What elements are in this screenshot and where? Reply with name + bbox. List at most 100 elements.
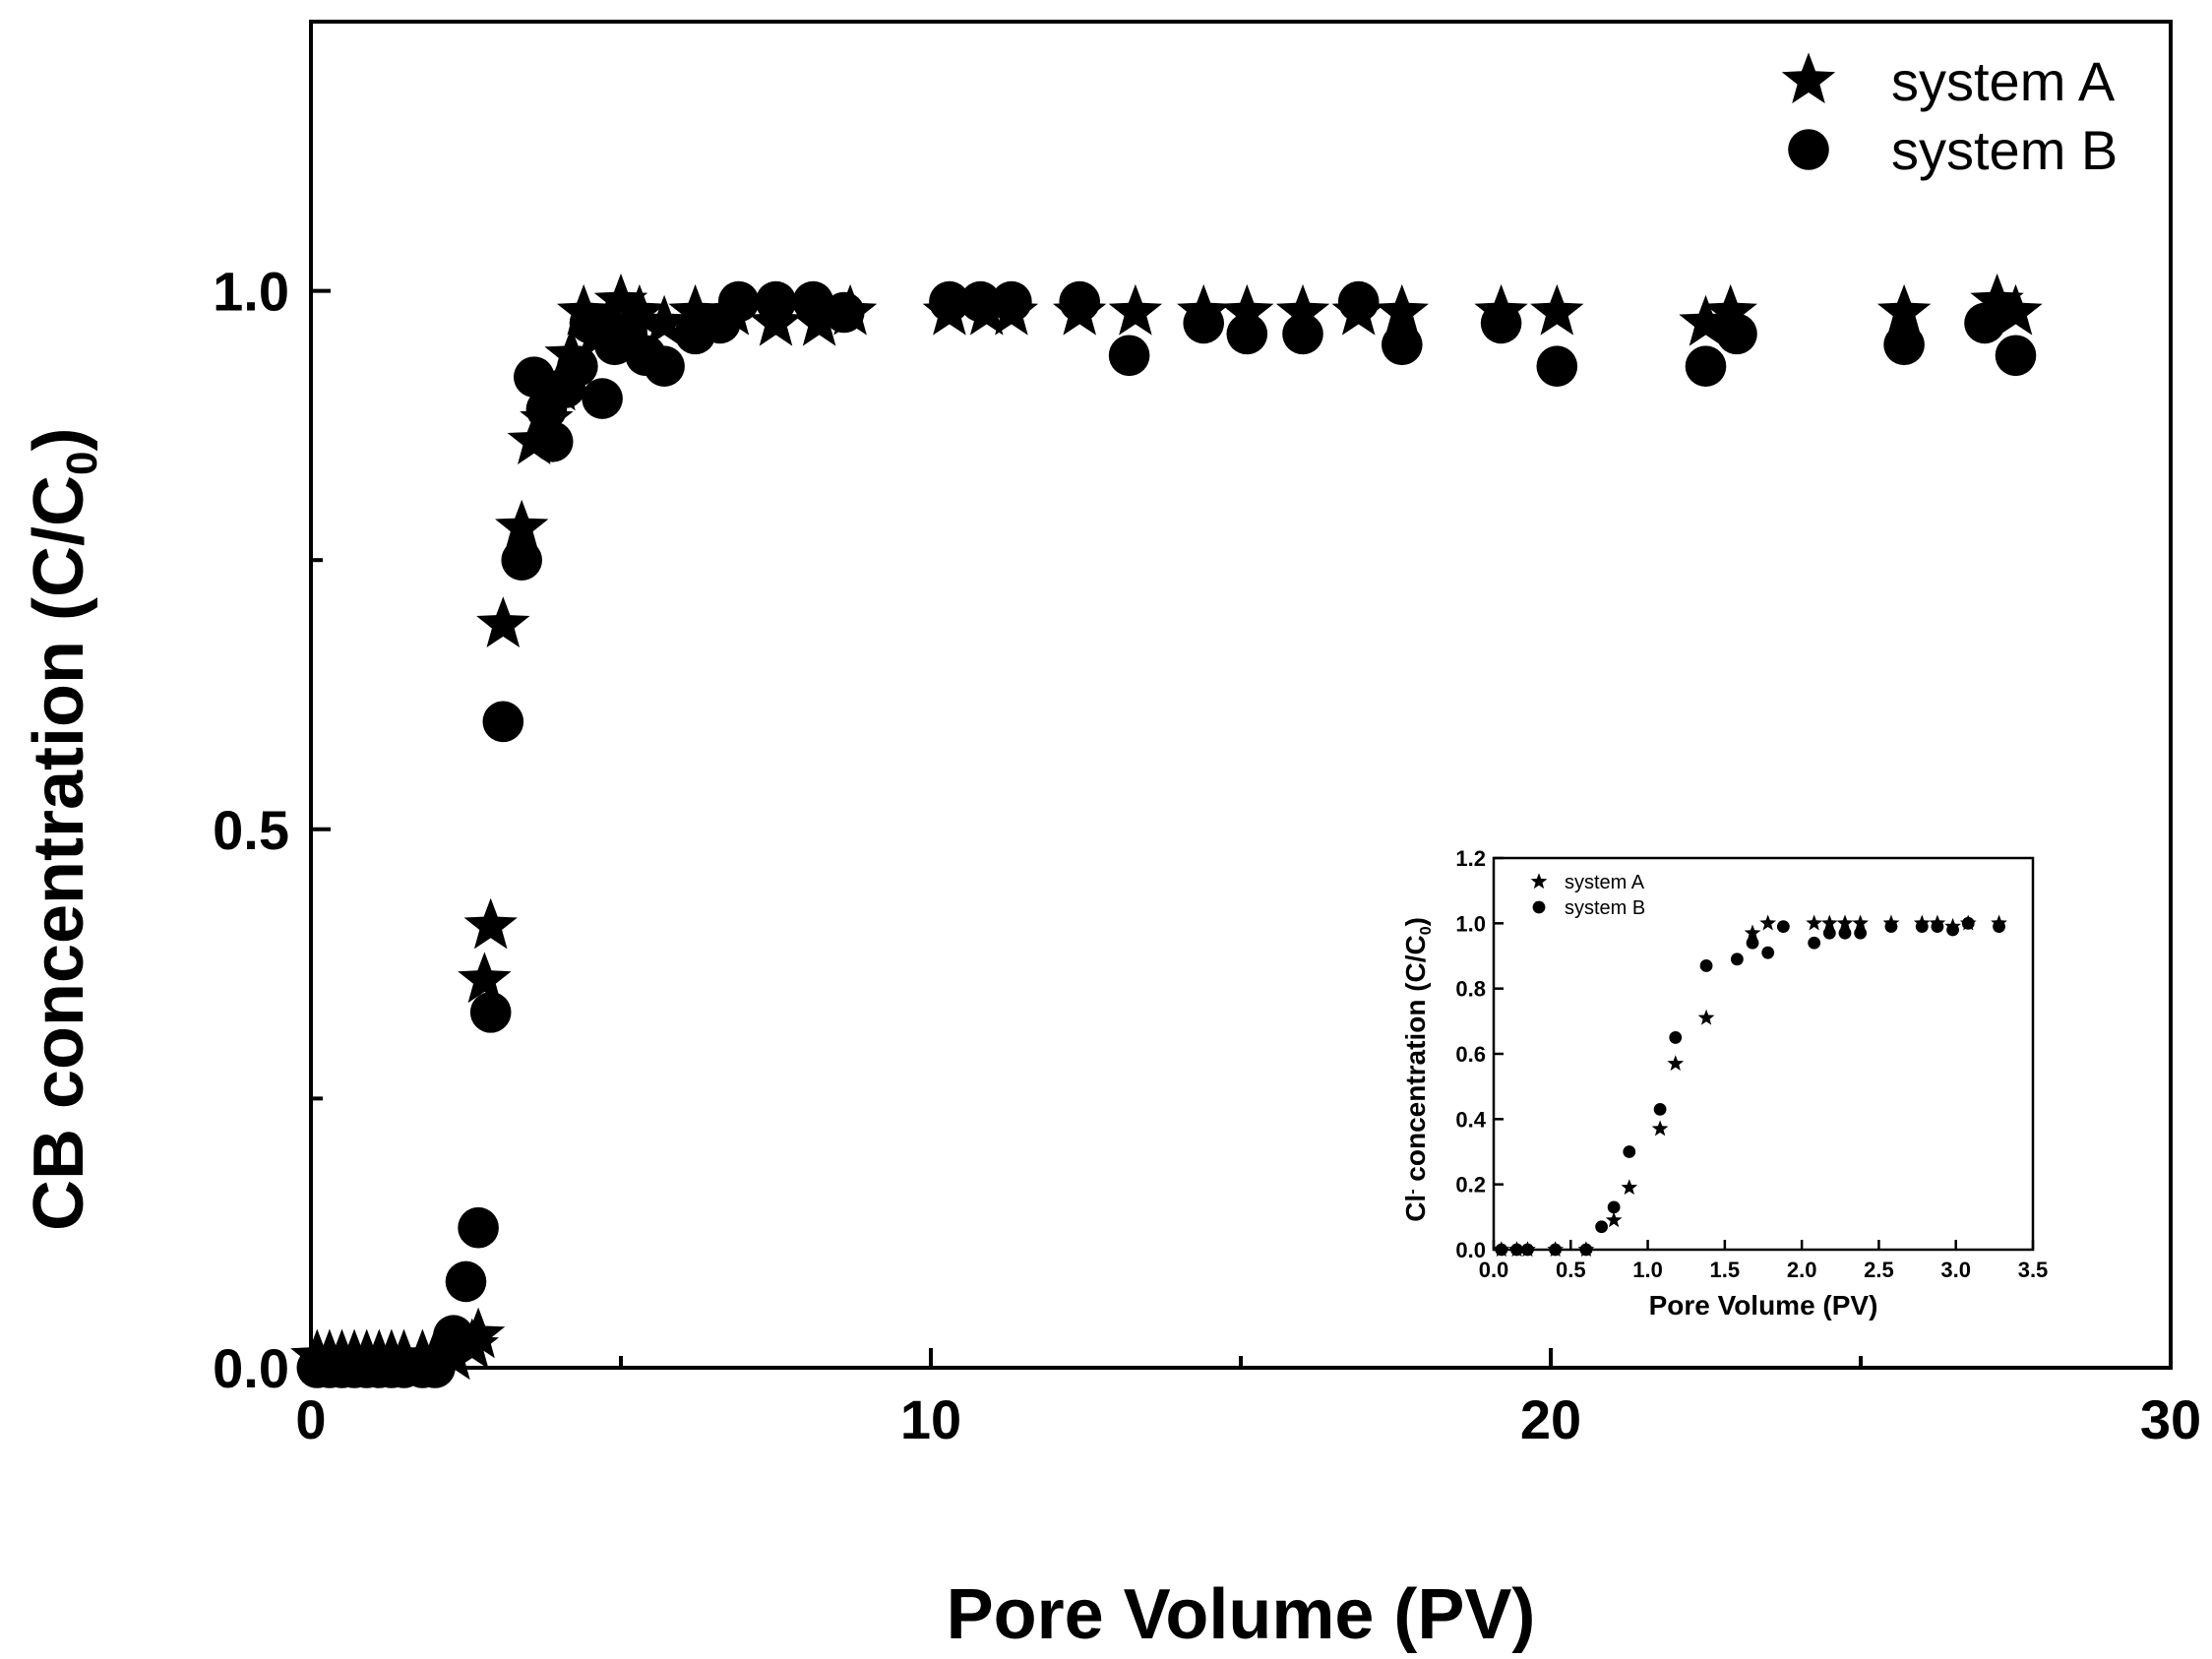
circle-point xyxy=(1730,952,1744,966)
circle-point xyxy=(433,1315,474,1356)
circle-point xyxy=(1931,920,1944,934)
y-tick-label: 0.4 xyxy=(1455,1107,1486,1132)
x-tick-label: 10 xyxy=(900,1388,961,1450)
inset-legend-label-system-a: system A xyxy=(1565,872,1645,893)
circle-point xyxy=(1595,1220,1608,1234)
y-tick-label: 0.8 xyxy=(1455,977,1486,1002)
inset-y-axis-label-superscript: - xyxy=(1404,1189,1421,1194)
main-y-axis-label-text: CB concentration (C/C xyxy=(20,475,98,1231)
inset-y-axis-label-text: concentration (C/C xyxy=(1400,935,1431,1189)
star-point xyxy=(1703,283,1757,336)
star-point xyxy=(1970,273,2024,325)
legend-circle-icon xyxy=(1788,129,1829,170)
star-point xyxy=(612,283,667,336)
inset-y-axis-label-suffix: ) xyxy=(1400,917,1431,926)
circle-point xyxy=(1382,324,1423,366)
circle-point xyxy=(1964,302,2005,344)
circle-point xyxy=(991,280,1032,323)
star-point xyxy=(1275,283,1330,336)
circle-point xyxy=(1822,926,1836,940)
circle-point xyxy=(482,701,524,743)
inset-y-axis-label-prefix: Cl xyxy=(1400,1195,1431,1222)
star-point xyxy=(451,1307,506,1359)
x-tick-label: 0.5 xyxy=(1556,1258,1586,1282)
circle-point xyxy=(1699,959,1713,972)
y-tick-label: 0.2 xyxy=(1455,1173,1486,1198)
inset-data-marks xyxy=(1493,914,2007,1258)
circle-point xyxy=(824,291,865,334)
circle-point xyxy=(1838,926,1852,940)
star-point xyxy=(1667,1055,1685,1072)
inset-tick-marks xyxy=(1492,856,2035,1252)
circle-point xyxy=(1776,920,1790,934)
circle-point xyxy=(1854,926,1868,940)
inset-legend: system A system B xyxy=(1530,872,1645,919)
circle-point xyxy=(501,539,542,581)
y-tick-label: 0.5 xyxy=(213,799,289,861)
x-tick-label: 2.0 xyxy=(1787,1258,1817,1282)
circle-point xyxy=(1607,1200,1621,1214)
inset-legend-star-icon xyxy=(1530,873,1548,890)
circle-point xyxy=(1226,313,1268,355)
y-tick-label: 1.2 xyxy=(1455,846,1486,871)
star-point xyxy=(1836,914,1854,931)
circle-point xyxy=(792,280,834,323)
circle-point xyxy=(531,421,574,462)
inset-legend-circle-icon xyxy=(1532,900,1546,914)
star-point xyxy=(637,294,692,346)
star-point xyxy=(1679,294,1733,346)
circle-point xyxy=(1653,1102,1667,1116)
circle-point xyxy=(717,280,760,323)
x-tick-label: 3.0 xyxy=(1940,1258,1971,1282)
x-tick-label: 20 xyxy=(1520,1388,1581,1450)
circle-point xyxy=(1884,920,1898,934)
star-point xyxy=(1108,283,1163,336)
circle-point xyxy=(1495,1243,1508,1257)
circle-point xyxy=(445,1260,487,1303)
star-point xyxy=(1852,914,1869,931)
star-point xyxy=(1744,924,1761,941)
legend-star-icon xyxy=(1781,52,1836,104)
main-legend: system A system B xyxy=(1781,50,2118,181)
star-point xyxy=(1651,1120,1669,1137)
circle-point xyxy=(1480,302,1522,344)
circle-point xyxy=(1746,936,1759,950)
star-point xyxy=(476,596,530,647)
star-point xyxy=(463,897,518,950)
x-tick-label: 1.5 xyxy=(1710,1258,1741,1282)
circle-point xyxy=(1946,923,1959,937)
circle-point xyxy=(1883,324,1925,366)
main-y-axis-label-suffix: ) xyxy=(20,428,98,452)
circle-point xyxy=(1521,1243,1534,1257)
x-tick-label: 2.5 xyxy=(1864,1258,1894,1282)
y-tick-label: 0.6 xyxy=(1455,1042,1486,1067)
circle-point xyxy=(1993,920,2005,934)
circle-point xyxy=(1915,920,1929,934)
circle-point xyxy=(755,280,797,323)
circle-point xyxy=(1108,335,1150,377)
x-tick-label: 0 xyxy=(295,1388,326,1450)
circle-point xyxy=(959,280,1002,323)
circle-point xyxy=(1716,313,1757,355)
main-tick-labels: 0 10 20 30 0.0 0.5 1.0 xyxy=(213,261,2201,1450)
y-tick-label: 1.0 xyxy=(1455,911,1486,936)
star-point xyxy=(1697,1009,1715,1025)
circle-point xyxy=(1536,345,1578,388)
x-tick-label: 30 xyxy=(2140,1388,2201,1450)
series-system-b xyxy=(1495,916,2005,1257)
circle-point xyxy=(1808,936,1821,950)
star-point xyxy=(1759,914,1777,931)
y-tick-label: 0.0 xyxy=(1455,1238,1486,1262)
circle-point xyxy=(1549,1243,1563,1257)
circle-point xyxy=(1961,916,1975,930)
star-point xyxy=(1621,1179,1638,1196)
circle-point xyxy=(582,378,623,419)
star-point xyxy=(1605,1211,1623,1228)
inset-legend-label-system-b: system B xyxy=(1565,897,1645,919)
main-chart: 0 10 20 30 0.0 0.5 1.0 Pore Volume (PV) CB con… xyxy=(20,20,2201,1654)
star-point xyxy=(668,283,722,336)
main-legend-label-system-b: system B xyxy=(1891,119,2118,181)
main-data-marks xyxy=(290,273,2043,1388)
star-point xyxy=(1375,283,1429,336)
